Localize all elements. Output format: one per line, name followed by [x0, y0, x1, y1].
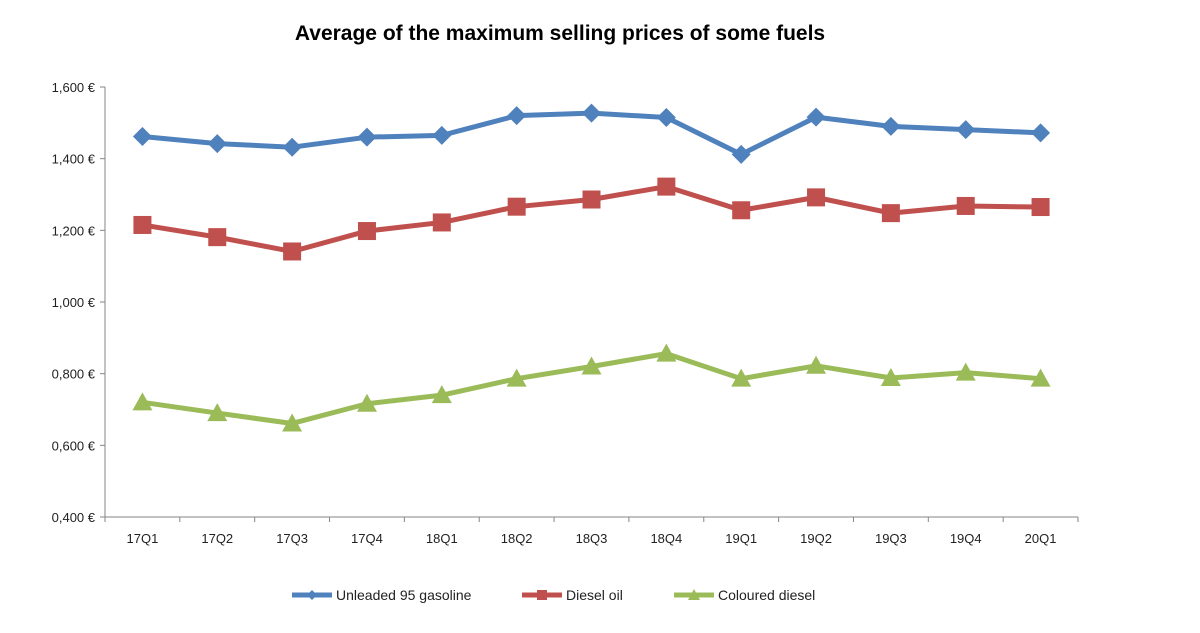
x-tick-label: 18Q2 [501, 531, 533, 546]
data-point-2 [806, 355, 827, 374]
y-tick-label: 0,800 € [52, 367, 96, 382]
data-point-2 [356, 393, 377, 412]
data-point-0 [357, 127, 377, 147]
data-point-0 [582, 103, 601, 123]
x-tick-label: 18Q3 [576, 531, 608, 546]
data-point-1 [357, 222, 376, 241]
data-point-2 [955, 362, 976, 381]
data-point-1 [881, 204, 900, 223]
data-point-0 [806, 107, 826, 127]
legend-label: Unleaded 95 gasoline [336, 587, 472, 603]
y-tick-label: 0,400 € [52, 510, 96, 525]
data-point-1 [133, 215, 152, 234]
data-point-0 [881, 116, 901, 136]
legend-swatch-marker [537, 590, 547, 600]
data-point-2 [1030, 368, 1051, 387]
x-tick-label: 17Q4 [351, 531, 383, 546]
data-point-1 [1031, 198, 1050, 217]
x-tick-label: 17Q1 [127, 531, 159, 546]
y-tick-label: 1,000 € [52, 295, 96, 310]
x-tick-label: 18Q4 [650, 531, 682, 546]
data-point-2 [731, 368, 752, 387]
axes: 0,400 € 0,600 € 0,800 € 1,000 € 1,200 € 1,400… [52, 80, 1079, 546]
data-point-0 [507, 106, 527, 126]
legend-label: Diesel oil [566, 587, 623, 603]
data-point-0 [731, 144, 751, 164]
data-point-2 [656, 343, 677, 362]
x-tick-label: 19Q1 [725, 531, 757, 546]
chart-title: Average of the maximum selling prices of… [294, 22, 826, 45]
data-point-1 [956, 196, 975, 215]
legend-label: Coloured diesel [718, 587, 815, 603]
y-tick-label: 0,600 € [52, 438, 96, 453]
data-point-2 [431, 385, 452, 404]
data-point-1 [807, 188, 826, 207]
x-tick-label: 17Q3 [276, 531, 308, 546]
y-tick-label: 1,600 € [52, 80, 96, 95]
y-tick-label: 1,200 € [52, 223, 96, 238]
data-point-2 [880, 367, 901, 386]
x-tick-label: 19Q4 [950, 531, 982, 546]
data-point-1 [507, 197, 526, 216]
data-point-2 [282, 413, 303, 432]
x-tick-label: 20Q1 [1025, 531, 1057, 546]
legend-swatch-marker [688, 589, 700, 600]
data-point-1 [208, 228, 227, 247]
data-point-0 [432, 125, 452, 145]
data-point-2 [581, 356, 602, 375]
data-point-0 [207, 134, 227, 154]
x-tick-label: 19Q2 [800, 531, 832, 546]
data-point-1 [283, 242, 302, 261]
data-point-1 [732, 201, 751, 220]
data-point-0 [1031, 123, 1051, 143]
x-tick-label: 17Q2 [201, 531, 233, 546]
x-tick-label: 18Q1 [426, 531, 458, 546]
data-point-2 [506, 368, 527, 387]
data-point-1 [582, 190, 601, 209]
series-lines [132, 103, 1051, 432]
data-point-0 [656, 107, 676, 127]
data-point-0 [132, 126, 152, 146]
data-point-2 [207, 403, 228, 422]
data-point-0 [282, 137, 302, 157]
data-point-0 [956, 120, 976, 140]
data-point-1 [432, 213, 451, 232]
legend: Unleaded 95 gasoline Diesel oil Coloured d… [292, 587, 815, 603]
legend-swatch-marker [307, 590, 317, 600]
x-tick-label: 19Q3 [875, 531, 907, 546]
y-tick-label: 1,400 € [52, 152, 96, 167]
data-point-2 [132, 392, 153, 411]
data-point-1 [657, 177, 676, 196]
